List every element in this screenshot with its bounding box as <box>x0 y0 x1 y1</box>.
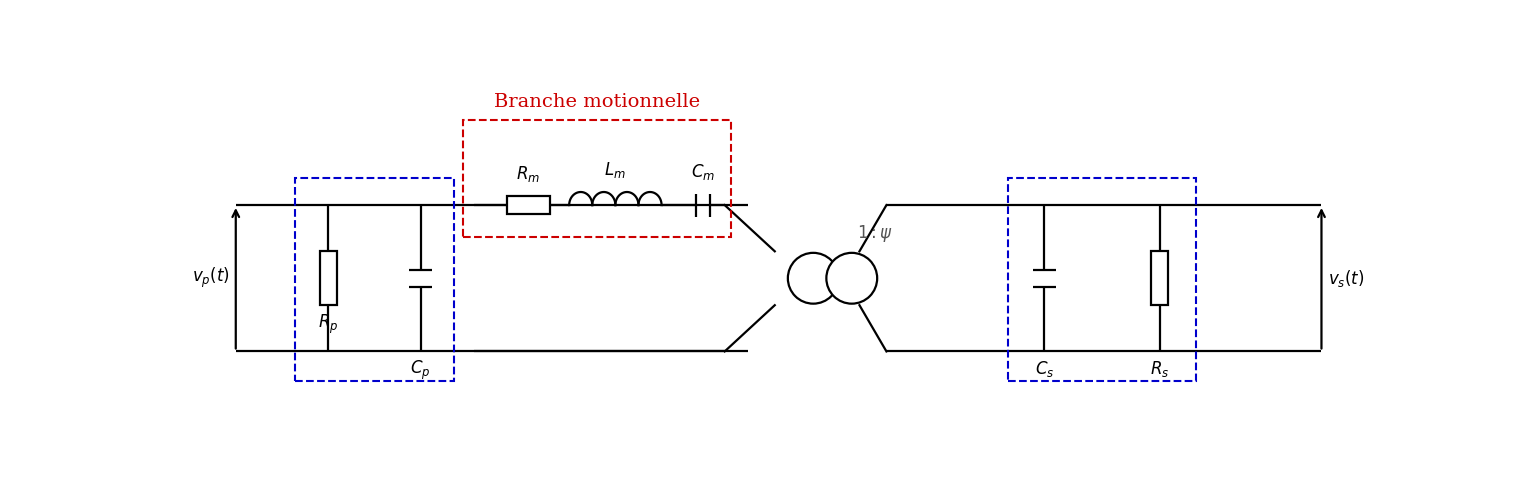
Text: $v_s(t)$: $v_s(t)$ <box>1327 268 1364 289</box>
Text: Branche motionnelle: Branche motionnelle <box>495 93 699 111</box>
Bar <box>296 178 454 381</box>
Bar <box>463 121 731 238</box>
Circle shape <box>827 253 877 304</box>
Text: $C_s$: $C_s$ <box>1035 359 1054 379</box>
Text: $1 : \psi$: $1 : \psi$ <box>857 223 894 244</box>
Text: $R_m$: $R_m$ <box>516 164 540 184</box>
Circle shape <box>787 253 839 304</box>
Bar <box>1151 251 1168 305</box>
Text: $L_m$: $L_m$ <box>604 160 627 180</box>
Bar <box>320 251 337 305</box>
Text: $C_p$: $C_p$ <box>410 359 431 382</box>
Bar <box>1009 178 1195 381</box>
Text: $R_p$: $R_p$ <box>319 313 338 336</box>
Text: $R_s$: $R_s$ <box>1150 359 1170 379</box>
Text: $C_m$: $C_m$ <box>692 162 715 182</box>
Text: $v_p(t)$: $v_p(t)$ <box>191 266 229 291</box>
Bar <box>507 196 549 214</box>
